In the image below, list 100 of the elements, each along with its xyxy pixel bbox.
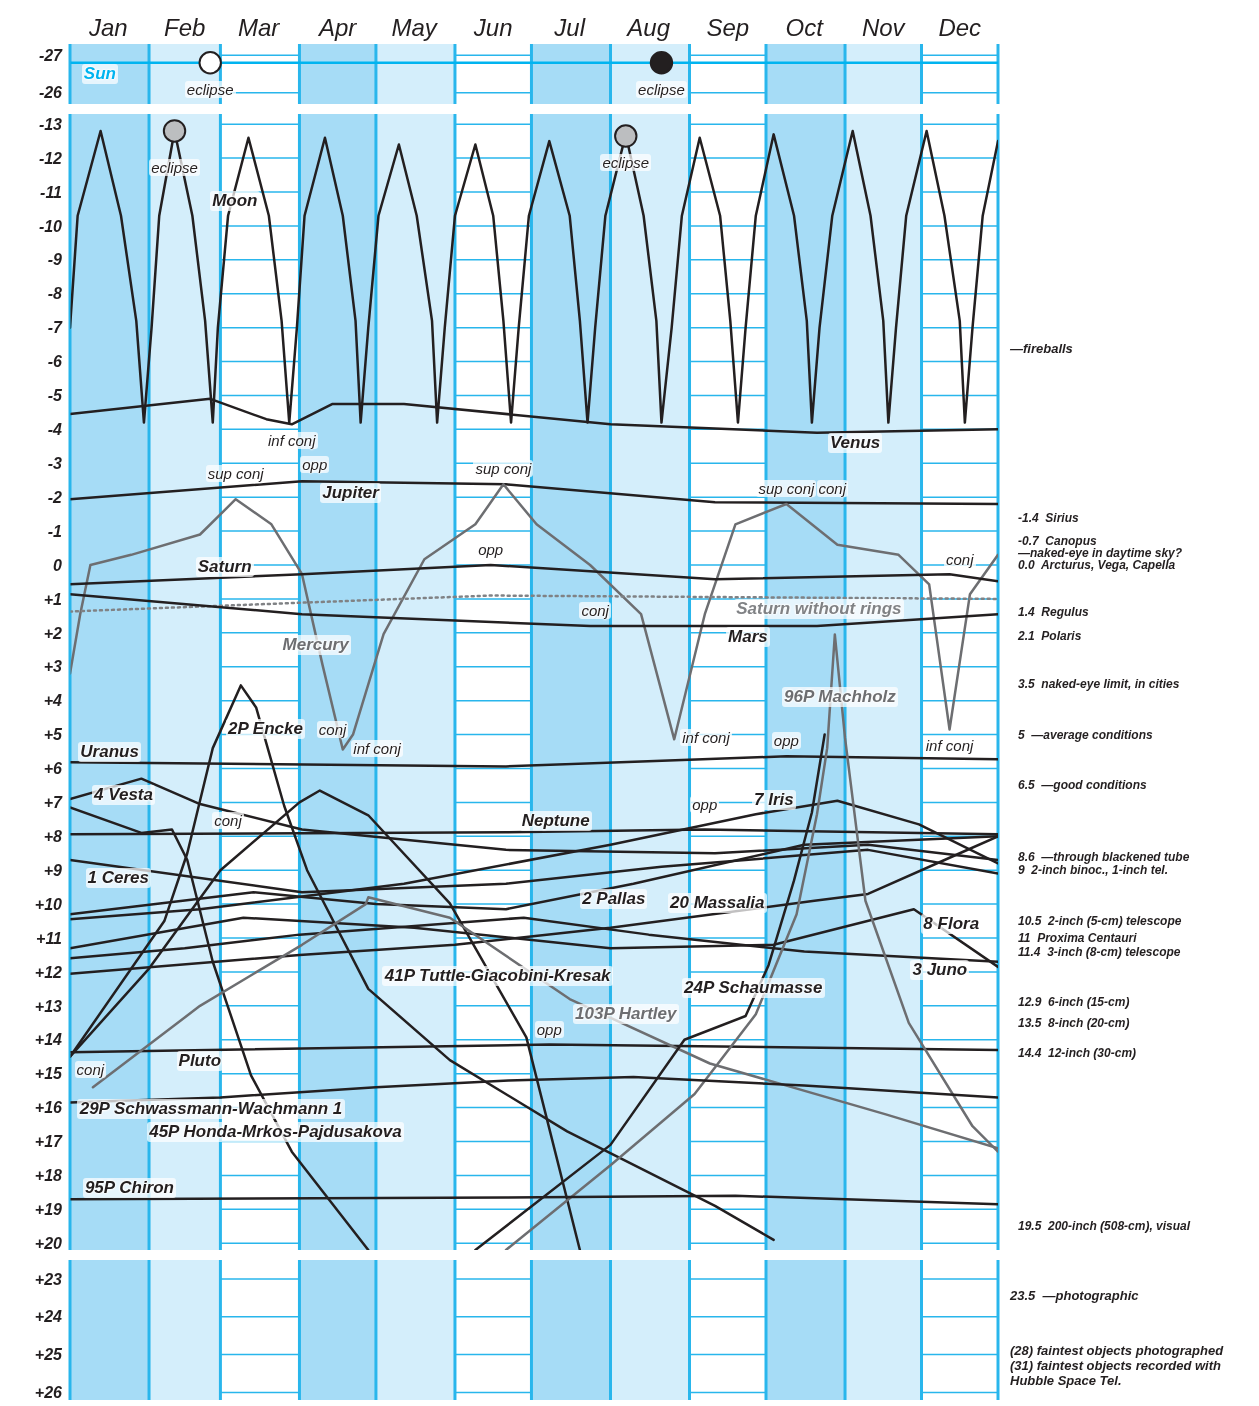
series-label: 4 Vesta [92,784,155,805]
x-tick-label: Jun [472,14,513,41]
series-label: 95P Chiron [82,1177,177,1198]
y-tick-label: -11 [40,183,63,201]
annotation: inf conj [923,737,976,755]
annotation: sup conj [756,479,817,497]
series-label: Pluto [176,1051,224,1072]
y2-tick-label: 2.1 Polaris [1017,629,1082,644]
annotation: conj [816,479,849,497]
series-label: Uranus [78,741,141,762]
y-tick-label: -1 [47,522,63,540]
series-label: 8 Flora [921,913,982,934]
y-tick-label: -6 [47,353,63,371]
x-tick-label: Jan [87,14,128,41]
y2-tick-label: 11 Proxima Centauri [1018,931,1138,946]
y-tick-label: +24 [34,1308,63,1326]
series-label: 29P Schwassmann-Wachmann 1 [77,1098,345,1119]
y-tick-label: +16 [34,1099,63,1117]
series-label: 20 Massalia [668,892,767,913]
y2-tick-label: 1.4 Regulus [1018,605,1090,620]
y2-tick-label: 19.5 200-inch (508-cm), visual [1018,1219,1191,1234]
series-label: 7 Iris [752,790,796,811]
series-label: Saturn [195,556,254,577]
text: —fireballs [1010,341,1074,357]
series-label: Sun [81,63,118,84]
series-label: 2P Encke [225,719,306,740]
y-tick-label: -12 [38,149,63,167]
series-label: Saturn without rings [734,598,904,619]
series-label: 45P Honda-Mrkos-Pajdusakova [146,1122,405,1143]
y-tick-label: -3 [47,454,63,472]
y-tick-label: +3 [43,658,63,676]
y-tick-label: +11 [36,929,63,947]
y-tick-label: +17 [34,1133,64,1151]
y-tick-label: -10 [38,217,63,235]
y-tick-label: +26 [34,1384,63,1402]
y-tick-label: +5 [43,726,64,744]
series-label: 24P Schaumasse [681,978,825,999]
y2-tick-label: 13.5 8-inch (20-cm) [1018,1015,1130,1030]
y-tick-label: +23 [34,1270,63,1288]
y-tick-label: -13 [38,115,63,133]
annotation: eclipse [184,80,236,98]
text: 23.5 —photographic [1010,1288,1140,1303]
y-tick-label: +2 [43,624,63,642]
y-tick-label: +7 [43,794,64,812]
annotation: eclipse [149,158,200,176]
series-label: Moon [210,190,260,211]
x-tick-label: Jul [553,14,586,41]
y2-tick-label: 10.5 2-inch (5-cm) telescope [1018,914,1182,929]
y2-tick-label: 14.4 12-inch (30-cm) [1018,1046,1137,1061]
y2-tick-label: -1.4 Sirius [1018,510,1080,525]
annotation: opp [690,795,720,813]
annotation: opp [476,541,506,558]
x-tick-label: Nov [861,14,907,41]
x-tick-label: Aug [625,14,671,41]
annotation: inf conj [680,729,732,747]
annotation: inf conj [266,432,318,450]
series-label: 2 Pallas [580,888,648,909]
annotation: opp [534,1020,564,1038]
annotation: inf conj [351,739,403,757]
y-tick-label: +4 [43,692,63,710]
y2-tick-label: 11.4 3-inch (8-cm) telescope [1018,944,1181,959]
y2-tick-label: 8.6 —through blackened tube [1018,849,1190,864]
y-tick-label: -4 [47,421,63,439]
y-tick-label: +15 [34,1065,64,1083]
y2-tick-label: 0.0 Arcturus, Vega, Capella [1018,558,1176,573]
series-label: 103P Hartley [572,1003,679,1024]
annotation: conj [74,1061,107,1079]
y-tick-label: +1 [43,590,63,608]
annotation: opp [300,456,330,474]
annotation: opp [771,732,801,750]
x-tick-label: Oct [785,14,825,41]
y-tick-label: -2 [47,488,63,506]
y2-tick-label: 12.9 6-inch (15-cm) [1018,995,1130,1010]
y-tick-label: +25 [34,1346,64,1364]
y-tick-label: +12 [34,963,63,981]
y-tick-label: +6 [43,760,63,778]
series-label: 96P Machholz [781,687,899,708]
y-tick-label: -7 [47,319,64,337]
y2-tick-label: 5 —average conditions [1018,727,1154,742]
annotation: conj [579,602,611,620]
x-tick-label: May [391,14,439,41]
series-label: 3 Juno [910,959,970,980]
text: (28) faintest objects photographed [1010,1343,1225,1358]
y2-tick-label: 6.5 —good conditions [1018,778,1147,793]
x-tick-label: Mar [237,14,281,41]
y-tick-label: +9 [43,861,63,879]
annotation: conj [943,551,976,569]
series-label: 41P Tuttle-Giacobini-Kresak [382,966,613,987]
y-tick-label: +18 [34,1167,63,1185]
y2-tick-label: -0.7 Canopus [1018,534,1098,549]
annotation: eclipse [636,80,687,98]
y-tick-label: -26 [38,84,63,102]
y-tick-label: -27 [38,46,64,64]
annotation: eclipse [600,154,652,172]
y2-tick-label: —naked-eye in daytime sky? [1017,546,1183,561]
y-tick-label: +10 [34,895,63,913]
annotation: conj [212,812,244,830]
series-label: Venus [827,433,883,454]
y-tick-label: -5 [47,387,64,405]
series-label: Mercury [280,635,351,656]
